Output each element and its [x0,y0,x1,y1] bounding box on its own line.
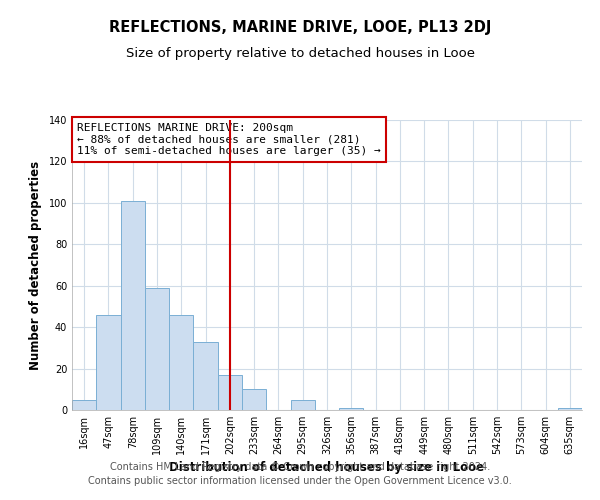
Bar [290,400,315,410]
Bar [96,314,121,410]
Bar [218,375,242,410]
Bar [193,342,218,410]
Text: REFLECTIONS, MARINE DRIVE, LOOE, PL13 2DJ: REFLECTIONS, MARINE DRIVE, LOOE, PL13 2D… [109,20,491,35]
Bar [339,408,364,410]
Bar [169,314,193,410]
Text: REFLECTIONS MARINE DRIVE: 200sqm
← 88% of detached houses are smaller (281)
11% : REFLECTIONS MARINE DRIVE: 200sqm ← 88% o… [77,123,381,156]
Bar [558,408,582,410]
Y-axis label: Number of detached properties: Number of detached properties [29,160,41,370]
Text: Contains HM Land Registry data © Crown copyright and database right 2024.: Contains HM Land Registry data © Crown c… [110,462,490,472]
Text: Size of property relative to detached houses in Looe: Size of property relative to detached ho… [125,48,475,60]
Bar [242,390,266,410]
Bar [145,288,169,410]
Bar [121,201,145,410]
Text: Contains public sector information licensed under the Open Government Licence v3: Contains public sector information licen… [88,476,512,486]
X-axis label: Distribution of detached houses by size in Looe: Distribution of detached houses by size … [169,461,485,474]
Bar [72,400,96,410]
